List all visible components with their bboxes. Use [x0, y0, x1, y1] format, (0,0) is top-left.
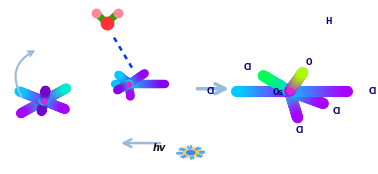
Circle shape: [179, 147, 203, 158]
Text: O: O: [305, 58, 312, 67]
Text: Cl: Cl: [244, 63, 252, 72]
Circle shape: [187, 151, 195, 155]
Text: Cl: Cl: [369, 87, 377, 96]
Circle shape: [183, 149, 198, 156]
Text: Os: Os: [273, 88, 284, 97]
Text: H: H: [325, 17, 332, 26]
Text: hv: hv: [152, 143, 166, 153]
Text: Cl: Cl: [332, 107, 341, 116]
Text: Cl: Cl: [295, 126, 304, 135]
FancyArrowPatch shape: [15, 51, 33, 97]
Text: Cl: Cl: [206, 87, 215, 96]
